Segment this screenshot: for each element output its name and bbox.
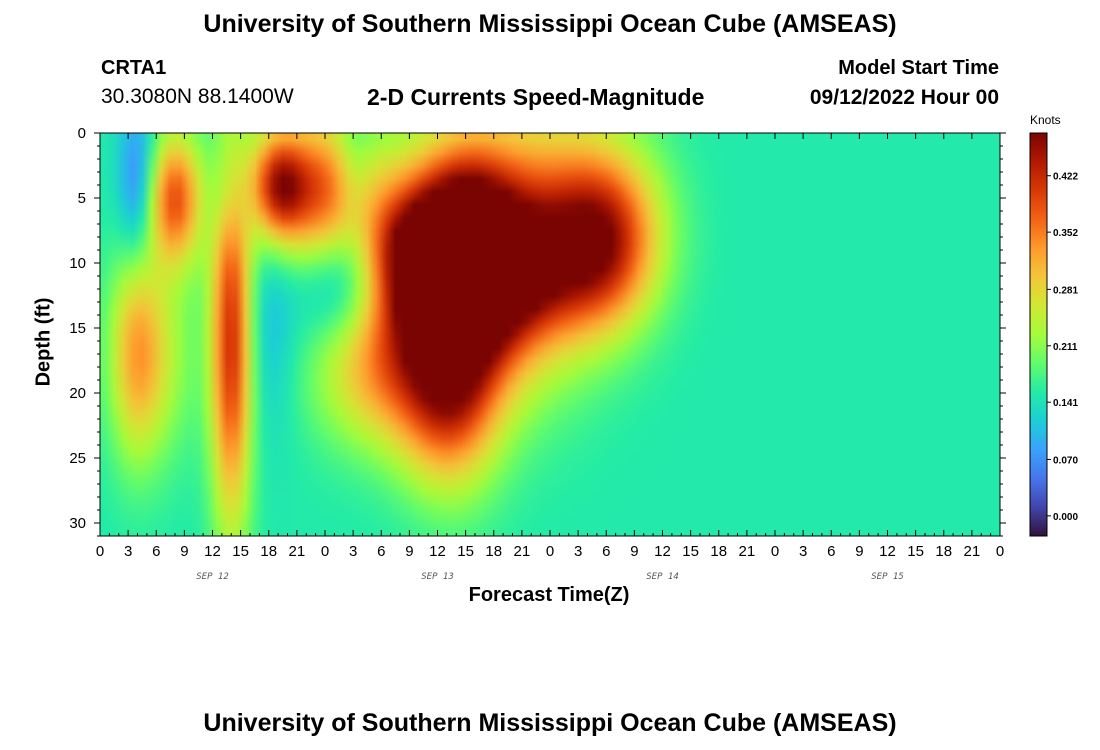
y-tick-label: 15 xyxy=(69,320,86,337)
x-tick-label: 21 xyxy=(739,543,756,560)
x-tick-label: 0 xyxy=(321,543,329,560)
x-tick-label: 21 xyxy=(289,543,306,560)
y-tick-label: 0 xyxy=(78,125,86,142)
x-tick-label: 3 xyxy=(349,543,357,560)
x-tick-label: 18 xyxy=(935,543,952,560)
x-tick-label: 15 xyxy=(682,543,699,560)
x-tick-label: 9 xyxy=(630,543,638,560)
x-tick-label: 18 xyxy=(260,543,277,560)
x-tick-label: 9 xyxy=(180,543,188,560)
station-name: CRTA1 xyxy=(101,57,167,79)
x-tick-label: 15 xyxy=(907,543,924,560)
x-tick-label: 18 xyxy=(710,543,727,560)
colorbar-tick-label: 0.141 xyxy=(1053,398,1078,409)
y-tick-label: 25 xyxy=(69,450,86,467)
x-tick-label: 0 xyxy=(546,543,554,560)
x-tick-label: 0 xyxy=(771,543,779,560)
model-start-time: 09/12/2022 Hour 00 xyxy=(809,86,999,109)
date-label: SEP 15 xyxy=(871,572,904,582)
x-tick-label: 6 xyxy=(602,543,610,560)
y-tick-label: 10 xyxy=(69,255,86,272)
main-title: University of Southern Mississippi Ocean… xyxy=(203,10,897,38)
colorbar-units-label: Knots xyxy=(1030,113,1061,127)
y-tick-label: 20 xyxy=(69,385,86,402)
x-tick-label: 18 xyxy=(485,543,502,560)
x-tick-label: 6 xyxy=(827,543,835,560)
x-tick-label: 0 xyxy=(996,543,1004,560)
x-axis-label: Forecast Time(Z) xyxy=(468,584,630,606)
colorbar-tick-label: 0.000 xyxy=(1053,512,1078,523)
date-label: SEP 14 xyxy=(646,572,679,582)
x-tick-label: 3 xyxy=(574,543,582,560)
date-label: SEP 12 xyxy=(196,572,229,582)
plot-title: 2-D Currents Speed-Magnitude xyxy=(367,84,705,110)
x-tick-label: 15 xyxy=(457,543,474,560)
colorbar-tick-label: 0.352 xyxy=(1053,228,1078,239)
colorbar: 0.000 0.070 0.141 0.211 0.281 0.352 0.422 xyxy=(1029,132,1078,537)
date-label: SEP 13 xyxy=(421,572,454,582)
x-tick-label: 12 xyxy=(654,543,671,560)
x-tick-label: 12 xyxy=(879,543,896,560)
y-tick-label: 30 xyxy=(69,515,86,532)
x-tick-label: 6 xyxy=(152,543,160,560)
axes-layer: 0 3 6 9 12 15 18 21 0 3 6 9 12 15 18 21 0 3 6 9 12 15 18 21 0 3 6 9… xyxy=(69,125,1006,582)
model-start-label: Model Start Time xyxy=(838,57,999,79)
x-tick-label: 0 xyxy=(96,543,104,560)
x-tick-label: 21 xyxy=(514,543,531,560)
x-tick-label: 3 xyxy=(799,543,807,560)
colorbar-tick-label: 0.070 xyxy=(1053,455,1078,466)
colorbar-gradient xyxy=(1029,132,1048,537)
y-tick-label: 5 xyxy=(78,190,86,207)
x-tick-label: 21 xyxy=(964,543,981,560)
x-tick-label: 3 xyxy=(124,543,132,560)
colorbar-tick-label: 0.422 xyxy=(1053,172,1078,183)
station-coords: 30.3080N 88.1400W xyxy=(101,85,294,108)
x-tick-label: 12 xyxy=(204,543,221,560)
footer-title: University of Southern Mississippi Ocean… xyxy=(203,709,897,737)
x-tick-label: 9 xyxy=(855,543,863,560)
x-tick-label: 12 xyxy=(429,543,446,560)
colorbar-tick-label: 0.281 xyxy=(1053,285,1078,296)
heatmap-image xyxy=(100,133,1000,536)
x-tick-label: 15 xyxy=(232,543,249,560)
x-tick-label: 6 xyxy=(377,543,385,560)
colorbar-tick-label: 0.211 xyxy=(1053,342,1078,353)
x-tick-label: 9 xyxy=(405,543,413,560)
